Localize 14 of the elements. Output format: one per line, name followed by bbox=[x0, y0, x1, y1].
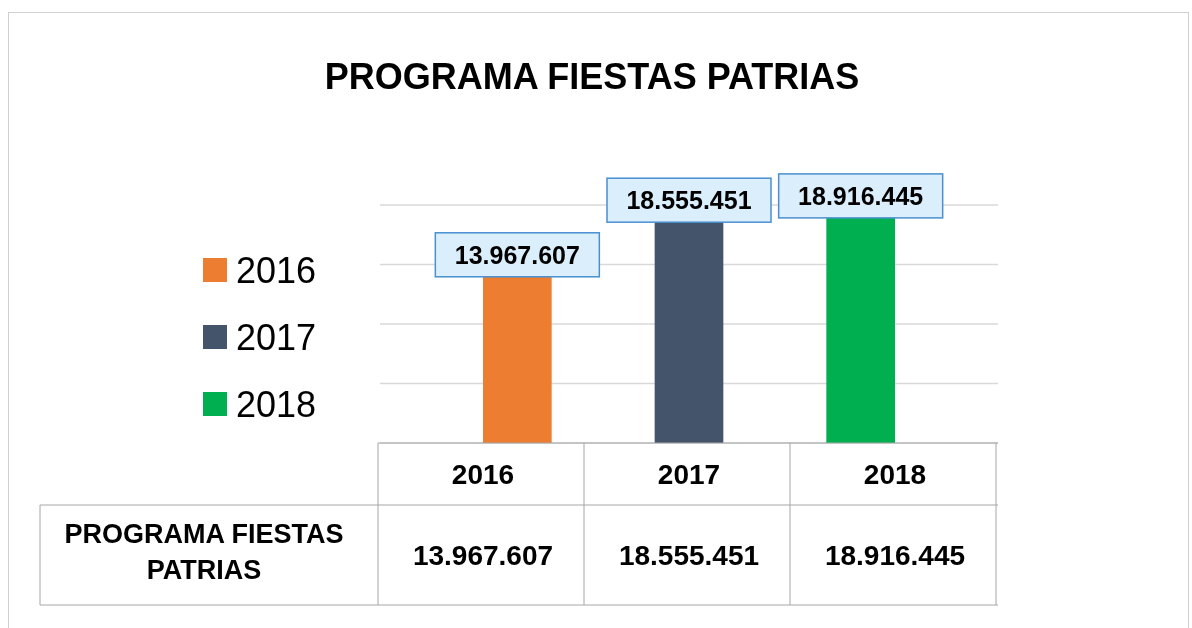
category-label: 2017 bbox=[236, 316, 317, 358]
data-label: 18.916.445 bbox=[824, 539, 966, 571]
x-tick-label: 2017 bbox=[657, 458, 721, 490]
data-label: 13.967.607 bbox=[412, 539, 554, 571]
x-tick-label: 2016 bbox=[451, 458, 515, 490]
x-tick-label: 2018 bbox=[863, 458, 927, 490]
chart-title: PROGRAMA FIESTAS PATRIAS bbox=[324, 55, 860, 97]
category-label: 2018 bbox=[236, 383, 317, 425]
text: PROGRAMA FIESTAS PATRIAS bbox=[64, 519, 344, 585]
data-label: 18.555.451 bbox=[618, 539, 760, 571]
category-label: 2016 bbox=[236, 249, 317, 291]
text: 18.555.451 bbox=[626, 186, 752, 215]
text: 13.967.607 bbox=[454, 240, 580, 269]
text: 18.916.445 bbox=[798, 181, 924, 210]
